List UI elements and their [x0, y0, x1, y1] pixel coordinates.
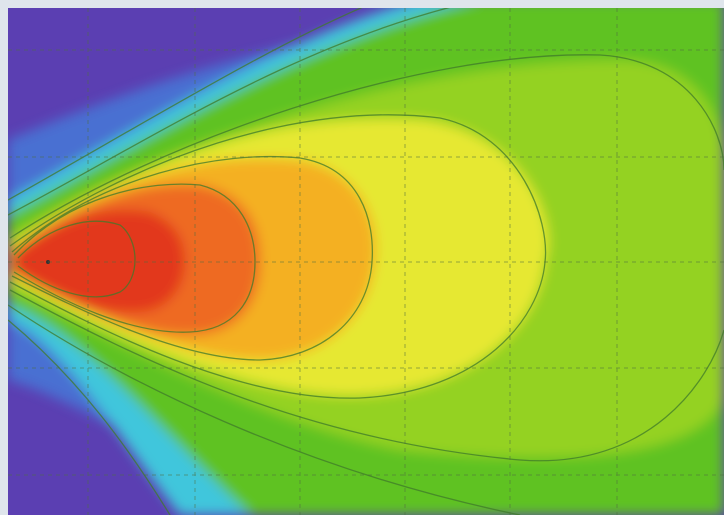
contour — [17, 220, 136, 298]
contour — [8, 8, 363, 201]
contour — [8, 8, 451, 216]
color-bands — [8, 8, 724, 515]
band — [14, 209, 185, 313]
contour — [8, 319, 171, 515]
contour — [13, 183, 256, 333]
contour — [9, 54, 724, 239]
contour — [9, 289, 724, 462]
contour — [8, 304, 521, 515]
field — [8, 8, 724, 515]
